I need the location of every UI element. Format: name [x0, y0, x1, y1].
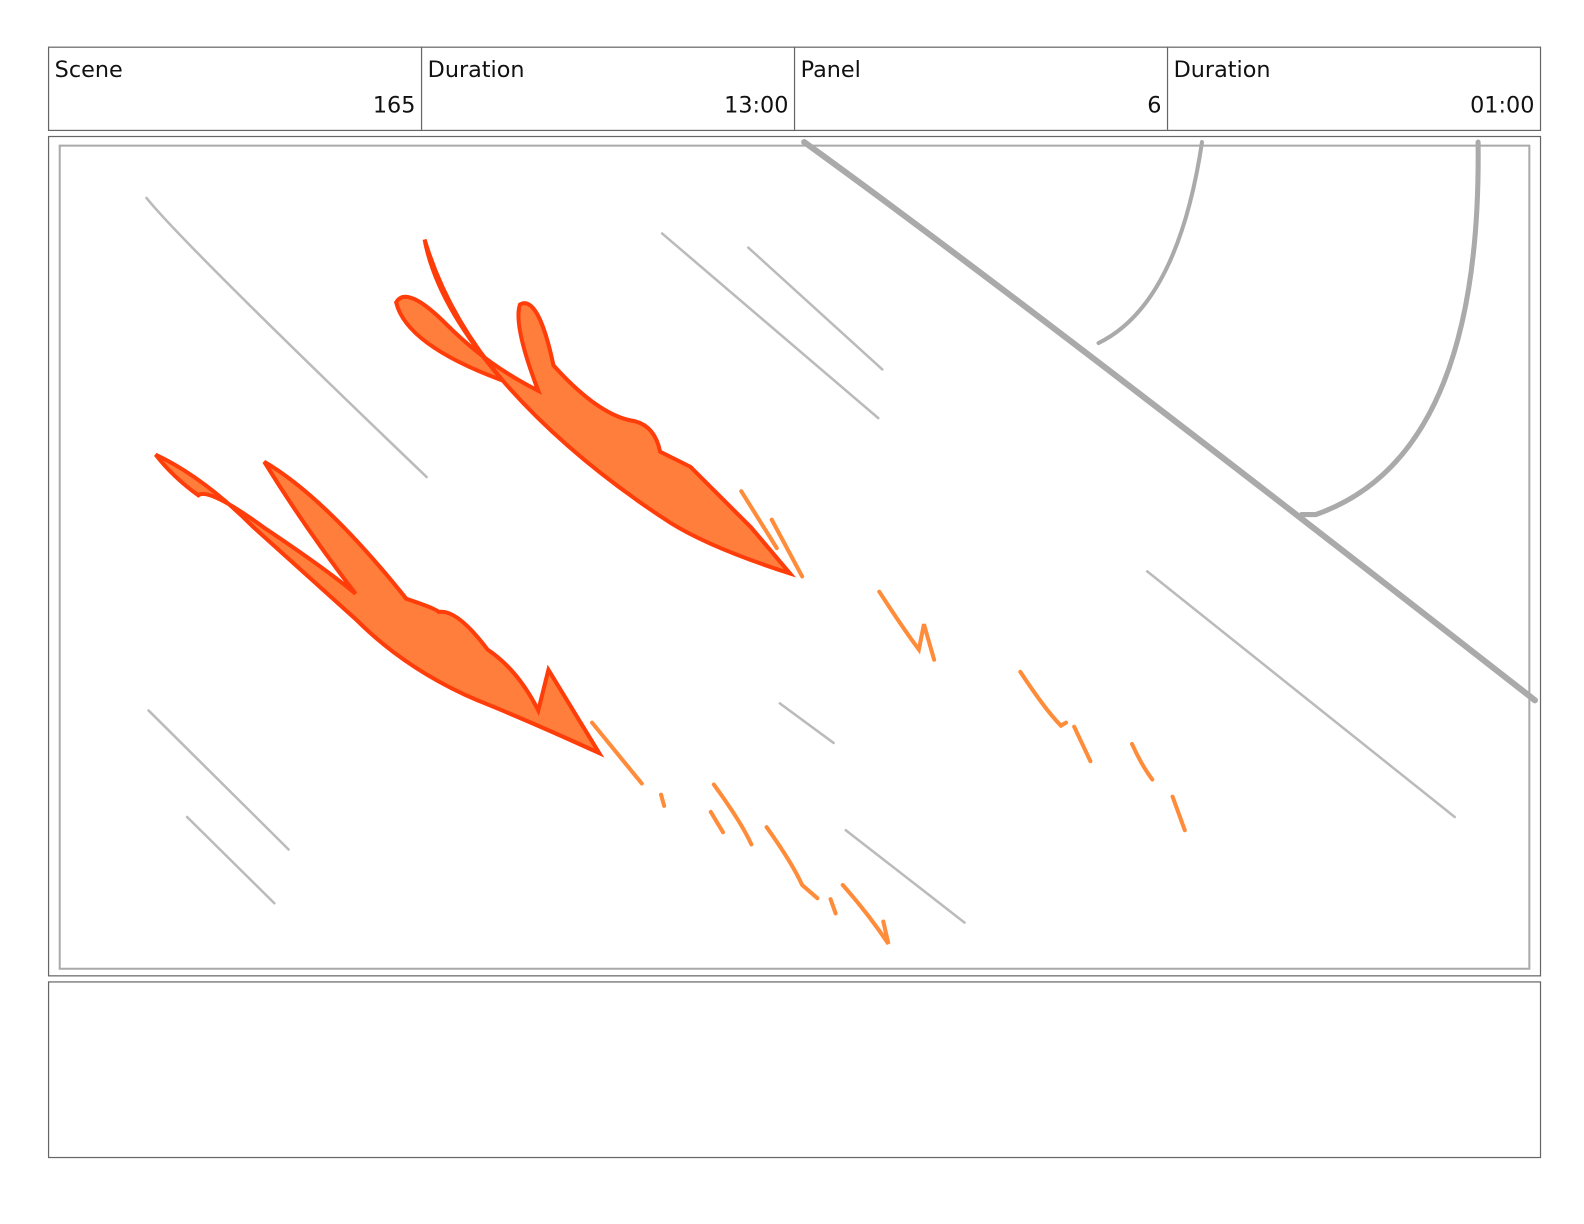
cell-value: 13:00 — [724, 93, 788, 119]
header: Scene 165 Duration 13:00 Panel 6 Duration 01:00 — [47, 46, 1542, 132]
drawing — [145, 139, 1538, 946]
cell-value: 01:00 — [1470, 93, 1534, 119]
sparks — [590, 489, 1187, 946]
cell-value: 165 — [373, 93, 416, 119]
cell-label: Duration — [428, 57, 525, 83]
cell-label: Scene — [55, 57, 123, 83]
safe-frame — [58, 144, 1531, 970]
notes-box — [47, 981, 1542, 1159]
cell-label: Duration — [1174, 57, 1271, 83]
structure-lines — [801, 139, 1538, 704]
panel-frame — [47, 135, 1542, 977]
cell-value: 6 — [1147, 93, 1161, 119]
speed-lines — [145, 196, 1457, 924]
flames — [154, 238, 797, 758]
cell-label: Panel — [801, 57, 861, 83]
